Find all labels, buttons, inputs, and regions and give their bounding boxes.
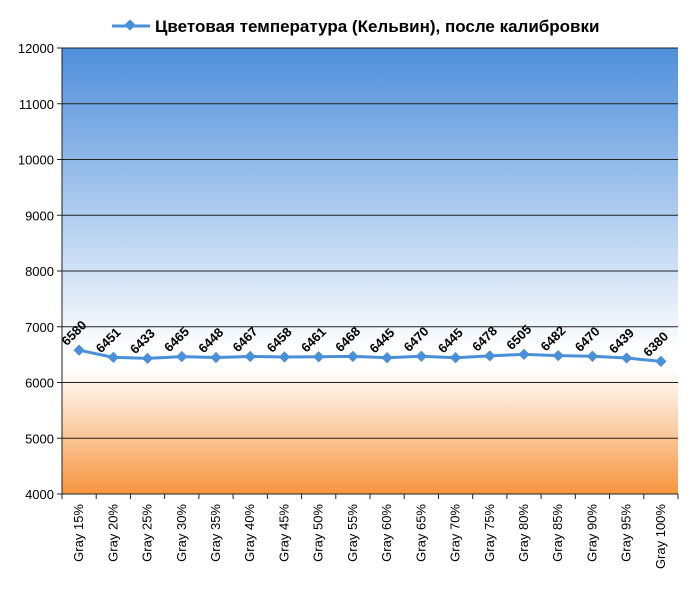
data-point [518, 348, 530, 361]
x-tick-label: Gray 85% [550, 504, 565, 562]
legend-marker [124, 19, 136, 31]
data-point [449, 352, 462, 364]
x-tick-label: Gray 60% [379, 504, 394, 562]
data-point [415, 350, 427, 362]
x-tick-label: Gray 80% [516, 504, 531, 562]
data-point [552, 349, 564, 362]
data-point [210, 351, 222, 364]
y-tick-label: 11000 [19, 97, 54, 112]
x-axis-ticks: Gray 15% Gray 20% Gray 25% Gray 30% Gray 35%… [61, 494, 679, 569]
x-tick-label: Gray 55% [345, 504, 360, 562]
series-line [78, 348, 662, 363]
x-tick-label: Gray 15% [71, 504, 86, 562]
x-tick-label: Gray 30% [174, 504, 189, 562]
x-tick-label: Gray 70% [448, 504, 463, 562]
data-point [278, 351, 291, 363]
data-point [621, 352, 633, 364]
data-point [586, 350, 599, 362]
data-point [141, 352, 154, 365]
y-tick-label: 8000 [25, 264, 54, 279]
x-tick-label: Gray 50% [311, 504, 326, 562]
y-axis-ticks: 4000 5000 6000 7000 8000 9000 10000 11000 12000 [18, 41, 62, 502]
legend-label: Цветовая температура (Кельвин), после ка… [155, 17, 599, 36]
x-tick-label: Gray 35% [208, 504, 223, 562]
y-tick-label: 5000 [25, 431, 54, 446]
x-tick-label: Gray 45% [276, 504, 291, 562]
x-tick-label: Gray 65% [413, 504, 428, 562]
data-point [176, 350, 188, 363]
y-tick-label: 6000 [25, 376, 54, 391]
legend: Цветовая температура (Кельвин), после ка… [112, 17, 599, 36]
x-tick-label: Gray 40% [242, 504, 257, 562]
x-tick-label: Gray 90% [584, 504, 599, 562]
y-tick-label: 12000 [18, 41, 54, 56]
x-tick-label: Gray 20% [105, 504, 120, 562]
x-tick-label: Gray 95% [619, 504, 634, 562]
x-tick-label: Gray 75% [482, 504, 497, 562]
y-tick-label: 10000 [18, 153, 54, 168]
data-point [347, 350, 359, 363]
x-tick-label: Gray 25% [140, 504, 155, 562]
y-tick-label: 4000 [25, 487, 54, 502]
y-tick-label: 7000 [25, 320, 54, 335]
y-tick-label: 9000 [25, 208, 54, 223]
data-point [655, 355, 667, 367]
series-line-group [73, 344, 667, 367]
x-tick-label: Gray 100% [653, 504, 668, 569]
data-point [484, 350, 496, 362]
data-point [244, 350, 256, 363]
data-point [313, 351, 325, 363]
data-point [381, 352, 393, 364]
